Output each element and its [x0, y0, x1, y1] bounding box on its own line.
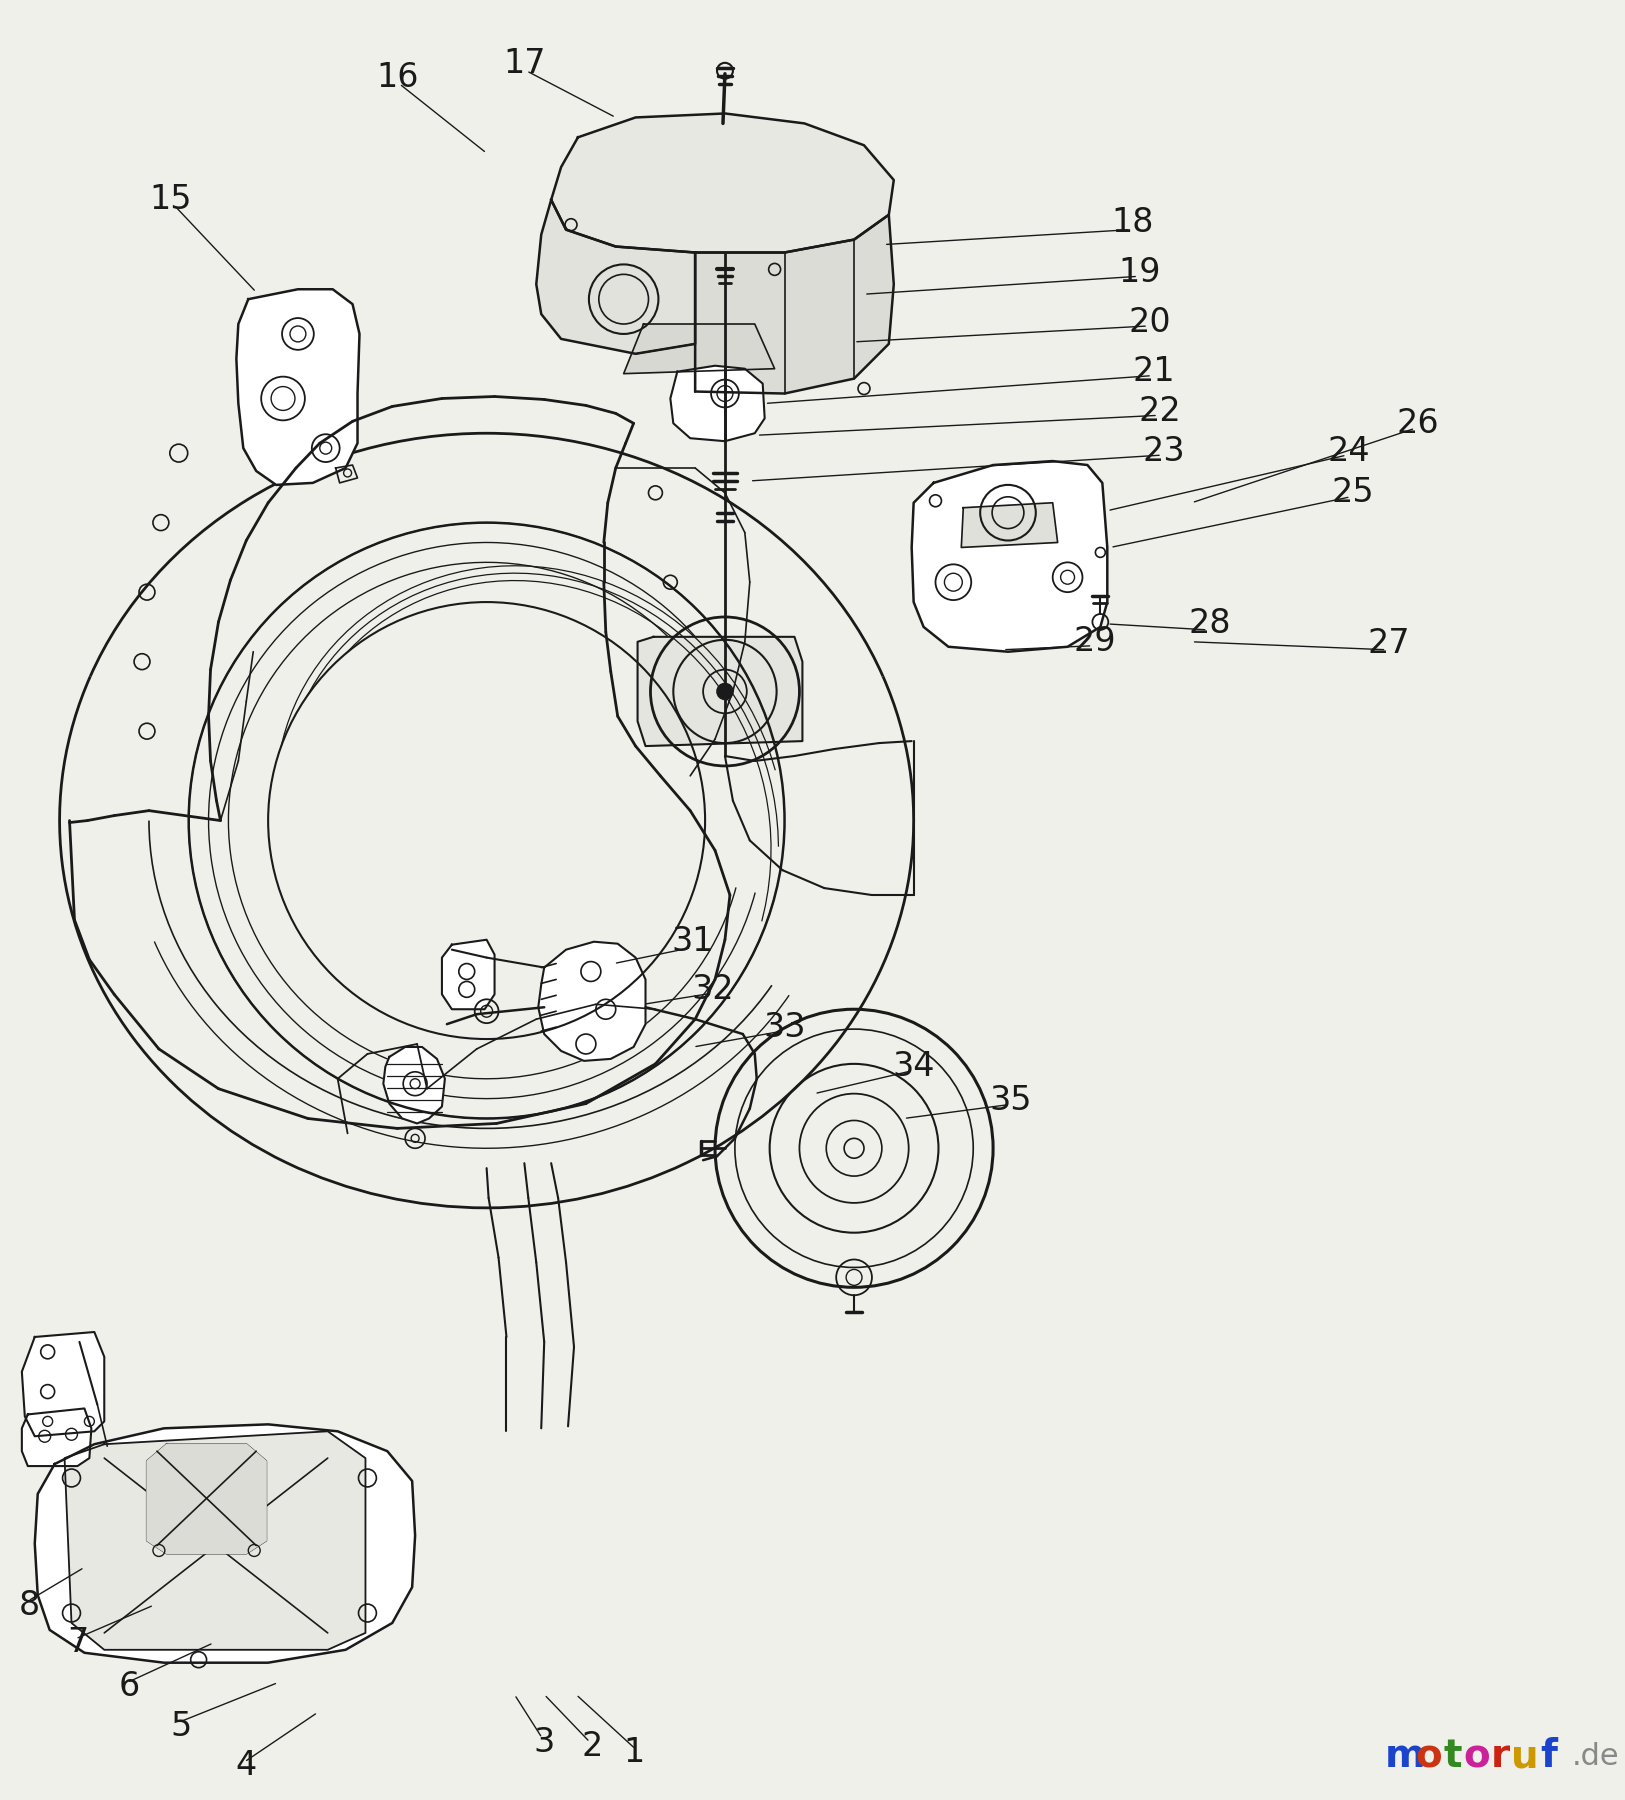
Polygon shape [146, 1444, 266, 1553]
Text: 20: 20 [1129, 306, 1172, 338]
Polygon shape [21, 1408, 91, 1465]
Text: u: u [1511, 1737, 1539, 1775]
Polygon shape [34, 1424, 414, 1663]
Text: 25: 25 [1331, 477, 1373, 509]
Text: 22: 22 [1139, 394, 1181, 428]
Text: 28: 28 [1188, 607, 1230, 641]
Text: 35: 35 [990, 1084, 1032, 1118]
Text: 29: 29 [1072, 625, 1116, 659]
Text: 16: 16 [375, 61, 419, 94]
Text: 19: 19 [1120, 256, 1162, 288]
Text: 15: 15 [150, 184, 192, 216]
Text: o: o [1415, 1737, 1443, 1775]
Text: 7: 7 [67, 1627, 88, 1660]
Text: 3: 3 [533, 1726, 554, 1759]
Text: 34: 34 [892, 1051, 934, 1084]
Polygon shape [637, 637, 803, 745]
Text: 17: 17 [504, 47, 546, 81]
Text: 31: 31 [671, 925, 715, 958]
Polygon shape [671, 365, 765, 441]
Text: 27: 27 [1367, 626, 1409, 661]
Text: 21: 21 [1133, 355, 1175, 389]
Polygon shape [384, 1048, 445, 1123]
Text: f: f [1540, 1737, 1557, 1775]
Polygon shape [962, 502, 1058, 547]
Text: 23: 23 [1142, 434, 1185, 468]
Text: 24: 24 [1328, 434, 1370, 468]
Polygon shape [536, 200, 696, 355]
Text: 4: 4 [236, 1750, 257, 1782]
Text: 33: 33 [764, 1010, 806, 1044]
Text: .de: .de [1571, 1742, 1620, 1771]
Text: t: t [1443, 1737, 1462, 1775]
Circle shape [717, 684, 733, 700]
Polygon shape [236, 290, 359, 484]
Polygon shape [696, 214, 894, 394]
Polygon shape [442, 940, 494, 1010]
Text: 18: 18 [1112, 207, 1154, 239]
Text: r: r [1492, 1737, 1510, 1775]
Text: 6: 6 [119, 1670, 140, 1703]
Text: 32: 32 [692, 972, 734, 1006]
Polygon shape [65, 1431, 366, 1651]
Text: 1: 1 [622, 1735, 644, 1769]
Polygon shape [21, 1332, 104, 1436]
Polygon shape [551, 113, 894, 252]
Polygon shape [538, 941, 645, 1060]
Polygon shape [912, 461, 1107, 652]
Text: 5: 5 [171, 1710, 192, 1742]
Text: o: o [1464, 1737, 1490, 1775]
Text: 8: 8 [20, 1589, 41, 1622]
Text: 2: 2 [582, 1730, 603, 1762]
Text: 26: 26 [1398, 407, 1440, 439]
Polygon shape [624, 324, 775, 374]
Text: m: m [1384, 1737, 1425, 1775]
